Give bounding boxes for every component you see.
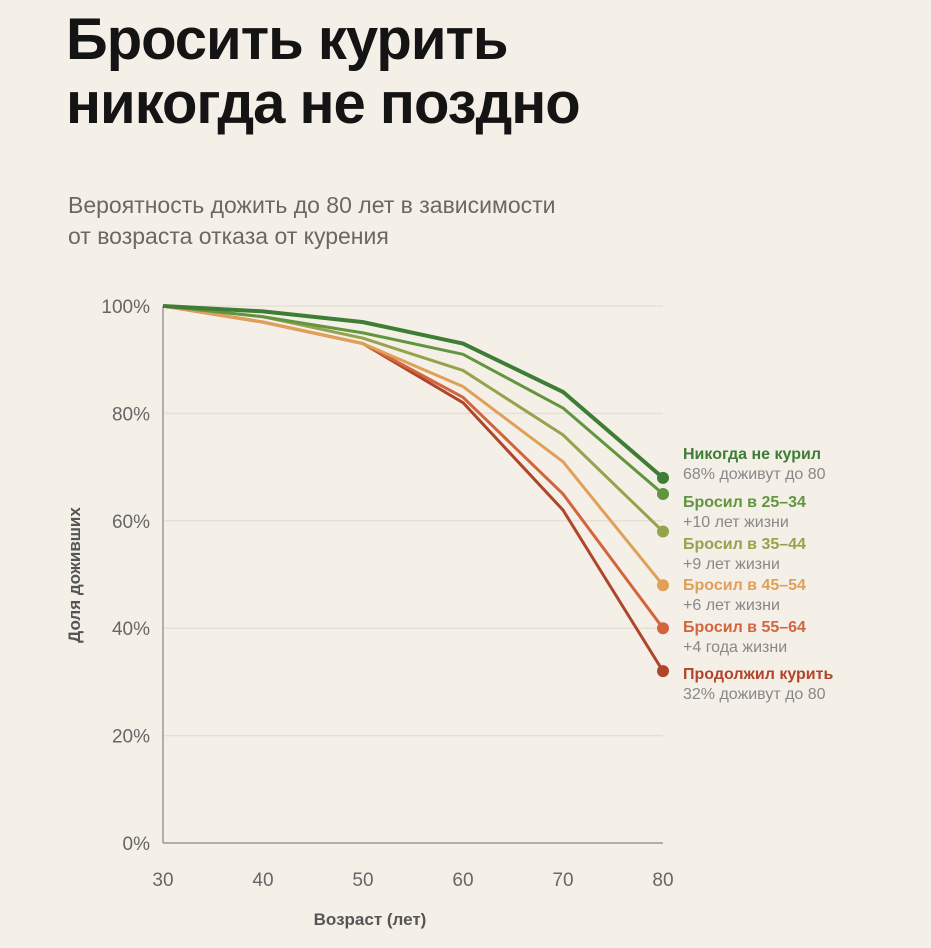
legend-note: +10 лет жизни bbox=[683, 514, 789, 531]
end-point-marker bbox=[657, 622, 669, 635]
legend-note: +9 лет жизни bbox=[683, 556, 780, 573]
legend-label: Бросил в 25–34 bbox=[683, 494, 806, 511]
x-axis-label: Возраст (лет) bbox=[314, 910, 427, 929]
end-point-marker bbox=[657, 665, 669, 678]
legend-label: Бросил в 35–44 bbox=[683, 536, 806, 553]
x-tick-label: 50 bbox=[352, 870, 373, 891]
x-tick-label: 40 bbox=[252, 870, 273, 891]
subtitle: Вероятность дожить до 80 лет в зависимос… bbox=[68, 190, 556, 252]
subtitle-line-1: Вероятность дожить до 80 лет в зависимос… bbox=[68, 192, 556, 218]
x-tick-label: 60 bbox=[452, 870, 473, 891]
legend-note: +6 лет жизни bbox=[683, 597, 780, 614]
title-line-2: никогда не поздно bbox=[66, 71, 581, 136]
subtitle-line-2: от возраста отказа от курения bbox=[68, 223, 389, 249]
y-tick-label: 100% bbox=[101, 297, 150, 318]
end-point-marker bbox=[657, 525, 669, 538]
legend-note: 68% доживут до 80 bbox=[683, 466, 826, 483]
series-line-5 bbox=[162, 304, 665, 672]
y-tick-label: 60% bbox=[112, 512, 150, 533]
legend-note: +4 года жизни bbox=[683, 639, 787, 656]
x-tick-label: 70 bbox=[552, 870, 573, 891]
end-point-marker bbox=[657, 487, 669, 500]
series-line-1 bbox=[162, 304, 664, 496]
legend-note: 32% доживут до 80 bbox=[683, 686, 826, 703]
legend-label: Бросил в 45–54 bbox=[683, 577, 806, 594]
end-point-marker bbox=[657, 579, 669, 592]
y-tick-label: 20% bbox=[112, 727, 150, 748]
x-tick-label: 30 bbox=[152, 870, 173, 891]
series-line-3 bbox=[162, 304, 665, 587]
series-line-0 bbox=[162, 304, 665, 480]
y-axis-label: Доля доживших bbox=[65, 507, 84, 643]
legend-label: Бросил в 55–64 bbox=[683, 619, 806, 636]
legend-label: Никогда не курил bbox=[683, 446, 821, 463]
series-line-2 bbox=[162, 304, 665, 533]
y-tick-label: 80% bbox=[112, 404, 150, 425]
legend-label: Продолжил курить bbox=[683, 666, 833, 683]
end-point-marker bbox=[657, 471, 669, 484]
y-tick-label: 0% bbox=[123, 834, 151, 855]
y-tick-label: 40% bbox=[112, 619, 150, 640]
page-title: Бросить курить никогда не поздно bbox=[66, 7, 581, 136]
x-tick-label: 80 bbox=[652, 870, 673, 891]
title-line-1: Бросить курить bbox=[66, 7, 509, 72]
